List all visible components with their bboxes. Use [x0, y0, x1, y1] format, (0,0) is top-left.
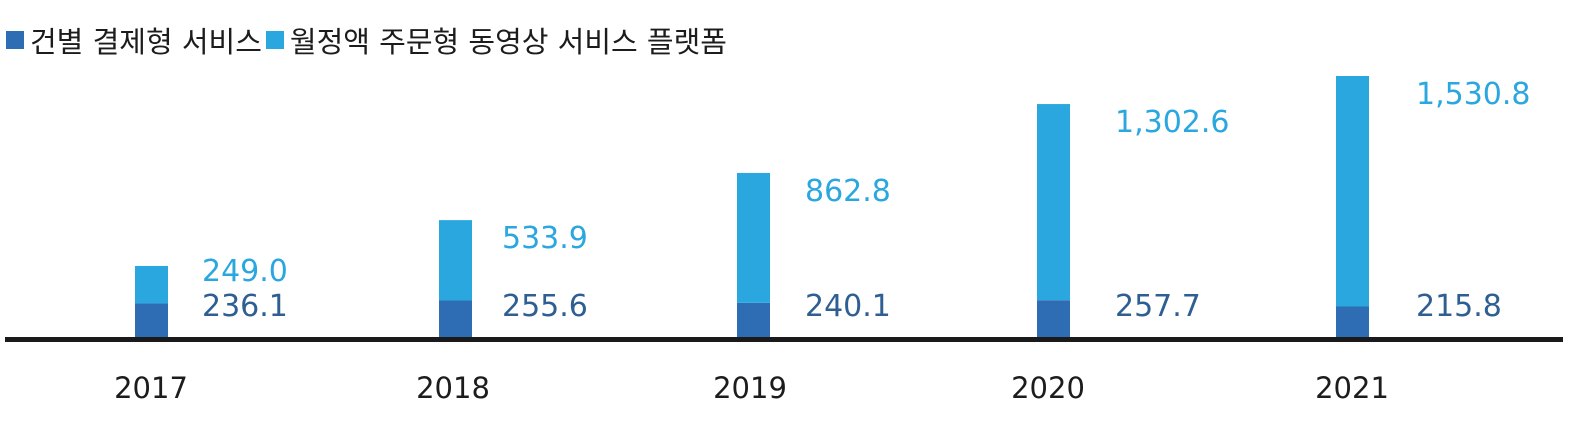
x-tick-label: 2018: [416, 371, 490, 405]
data-label-series1: 533.9: [502, 221, 588, 256]
legend-label-series0: 건별 결제형 서비스: [30, 25, 262, 59]
x-tick-label: 2021: [1315, 371, 1389, 405]
bar-segment-series0: [1037, 300, 1070, 339]
data-label-series1: 1,302.6: [1115, 105, 1230, 140]
data-label-series0: 255.6: [502, 289, 588, 324]
data-label-series0: 236.1: [202, 289, 288, 324]
bar-segment-series0: [135, 303, 168, 339]
x-tick-label: 2020: [1011, 371, 1085, 405]
legend-item-series0: 건별 결제형 서비스: [6, 19, 262, 61]
legend-label-series1: 월정액 주문형 동영상 서비스 플랫폼: [289, 25, 727, 59]
legend-item-series1: 월정액 주문형 동영상 서비스 플랫폼: [265, 19, 727, 61]
x-tick-label: 2017: [114, 371, 188, 405]
bar-segment-series1: [439, 220, 472, 301]
bar-segment-series1: [1037, 104, 1070, 301]
bar-segment-series1: [135, 265, 168, 304]
data-label-series1: 862.8: [805, 174, 891, 209]
bar-segment-series0: [1336, 306, 1369, 339]
legend-swatch-series0: [6, 31, 24, 49]
data-label-series0: 215.8: [1416, 289, 1502, 324]
legend-swatch-series1: [265, 31, 284, 49]
data-label-series0: 240.1: [805, 289, 891, 324]
bar-segment-series1: [1336, 76, 1369, 307]
x-tick-label: 2019: [713, 371, 787, 405]
data-label-series0: 257.7: [1115, 289, 1201, 324]
data-label-series1: 1,530.8: [1416, 77, 1531, 112]
x-axis-line: [5, 337, 1563, 342]
bar-segment-series0: [737, 302, 770, 339]
legend: 건별 결제형 서비스 월정액 주문형 동영상 서비스 플랫폼: [6, 20, 731, 60]
bar-segment-series1: [737, 172, 770, 303]
data-label-series1: 249.0: [202, 254, 288, 289]
bar-segment-series0: [439, 300, 472, 339]
